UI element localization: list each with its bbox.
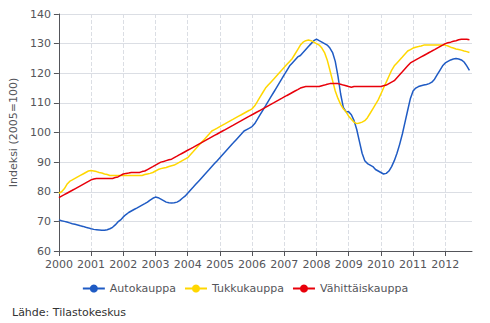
svg-text:2008: 2008: [302, 258, 330, 271]
svg-text:2005: 2005: [206, 258, 234, 271]
svg-text:Indeksi (2005=100): Indeksi (2005=100): [7, 78, 20, 187]
svg-text:140: 140: [30, 8, 51, 21]
svg-text:60: 60: [37, 245, 51, 258]
svg-text:100: 100: [30, 126, 51, 139]
svg-text:2011: 2011: [399, 258, 427, 271]
svg-text:2009: 2009: [335, 258, 363, 271]
svg-text:90: 90: [37, 156, 51, 169]
svg-text:2012: 2012: [431, 258, 459, 271]
svg-text:Lähde: Tilastokeskus: Lähde: Tilastokeskus: [12, 306, 126, 319]
svg-text:2004: 2004: [174, 258, 202, 271]
svg-text:130: 130: [30, 37, 51, 50]
svg-text:2002: 2002: [109, 258, 137, 271]
svg-text:2003: 2003: [141, 258, 169, 271]
svg-text:2000: 2000: [45, 258, 73, 271]
svg-text:110: 110: [30, 96, 51, 109]
svg-text:2010: 2010: [367, 258, 395, 271]
svg-text:120: 120: [30, 67, 51, 80]
svg-text:2006: 2006: [238, 258, 266, 271]
svg-text:70: 70: [37, 215, 51, 228]
svg-text:Autokauppa: Autokauppa: [110, 282, 176, 295]
svg-text:Tukkukauppa: Tukkukauppa: [211, 282, 284, 295]
svg-text:80: 80: [37, 185, 51, 198]
svg-text:2007: 2007: [270, 258, 298, 271]
svg-text:2001: 2001: [77, 258, 105, 271]
svg-text:Vähittäiskauppa: Vähittäiskauppa: [320, 282, 408, 295]
